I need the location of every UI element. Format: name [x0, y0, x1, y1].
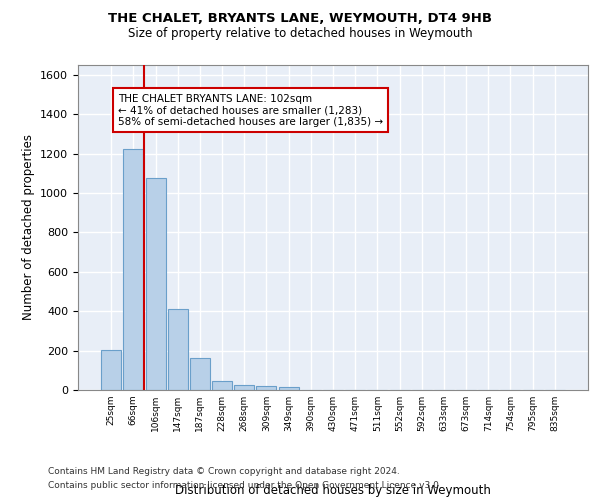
- Bar: [256, 386, 277, 390]
- Bar: [168, 309, 188, 390]
- Bar: [234, 384, 254, 390]
- X-axis label: Distribution of detached houses by size in Weymouth: Distribution of detached houses by size …: [175, 484, 491, 497]
- Bar: [278, 387, 299, 390]
- Text: Size of property relative to detached houses in Weymouth: Size of property relative to detached ho…: [128, 28, 472, 40]
- Bar: [124, 148, 143, 390]
- Text: Contains public sector information licensed under the Open Government Licence v3: Contains public sector information licen…: [48, 481, 442, 490]
- Bar: [101, 350, 121, 390]
- Bar: [190, 358, 210, 390]
- Text: THE CHALET, BRYANTS LANE, WEYMOUTH, DT4 9HB: THE CHALET, BRYANTS LANE, WEYMOUTH, DT4 …: [108, 12, 492, 26]
- Bar: [212, 381, 232, 390]
- Bar: [146, 178, 166, 390]
- Text: THE CHALET BRYANTS LANE: 102sqm
← 41% of detached houses are smaller (1,283)
58%: THE CHALET BRYANTS LANE: 102sqm ← 41% of…: [118, 94, 383, 127]
- Text: Contains HM Land Registry data © Crown copyright and database right 2024.: Contains HM Land Registry data © Crown c…: [48, 468, 400, 476]
- Y-axis label: Number of detached properties: Number of detached properties: [22, 134, 35, 320]
